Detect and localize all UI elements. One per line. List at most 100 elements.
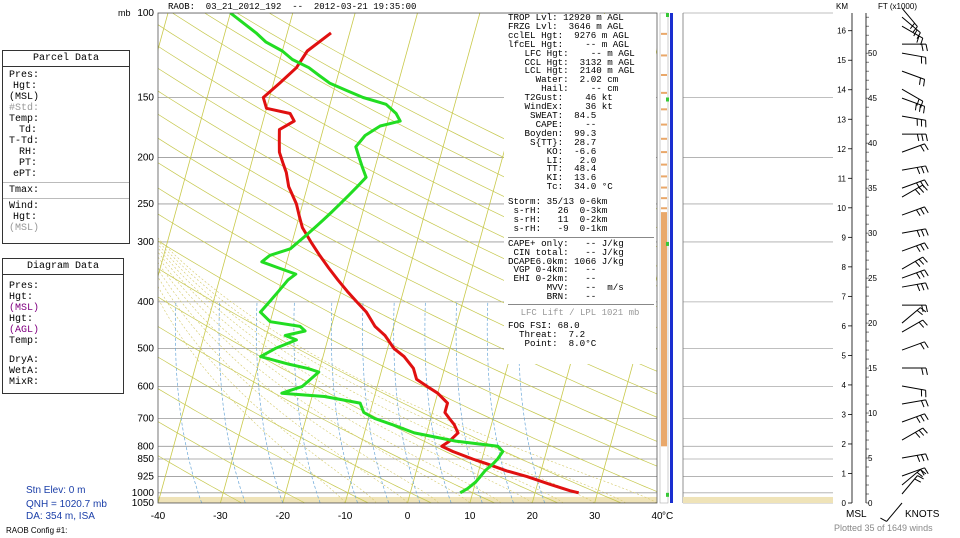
temperature-tick-label: -30	[213, 511, 228, 522]
diagram-data-row: Hgt:	[9, 314, 34, 325]
diagram-data-row: (MSL)	[9, 303, 40, 314]
index-line: cclEL Hgt: 9276 m AGL	[508, 29, 630, 41]
parcel-data-panel: Parcel Data Pres: Hgt: (MSL) #Std: Temp: Td: T…	[2, 50, 130, 244]
ft-tick-label: 30	[868, 229, 877, 238]
isotherm-line	[594, 274, 657, 503]
wind-barb-flag	[918, 77, 921, 85]
knots-label: KNOTS	[905, 509, 940, 520]
wind-barb-flag	[920, 229, 925, 237]
wind-barb	[902, 133, 928, 142]
wind-barb	[901, 88, 924, 108]
pressure-tick-label: 700	[137, 414, 154, 425]
temperature-tick-label: 40	[651, 511, 663, 522]
parcel-data-title: Parcel Data	[3, 51, 129, 67]
wind-barb-flag	[920, 166, 925, 174]
wind-barb	[901, 143, 929, 153]
dry-adiabat	[158, 45, 657, 307]
wind-barb-flag	[920, 454, 925, 462]
parcel-data-row: PT:	[18, 158, 37, 169]
wind-barb-flag	[925, 134, 928, 142]
parcel-divider	[3, 182, 129, 183]
ft-tick-label: 15	[868, 364, 877, 373]
indices-group-storm: Storm: 35/13 0-6km s-rH: 26 0-3km s-rH: …	[504, 197, 656, 234]
wind-barb-flag	[916, 98, 920, 106]
wind-barb-flag	[909, 22, 916, 30]
cloud-strip-tick	[661, 163, 667, 166]
wind-barb-flag	[920, 181, 925, 188]
temperature-tick-label: 10	[464, 511, 476, 522]
wind-barb-staff	[901, 242, 925, 252]
moisture-strip	[670, 13, 673, 503]
diagram-data-row: Pres:	[9, 281, 40, 292]
wind-barb	[901, 385, 927, 398]
wind-barb-flag	[914, 103, 917, 111]
wind-barb-flag	[921, 44, 924, 52]
wind-barb-flag	[916, 272, 921, 280]
wind-barb	[901, 179, 929, 190]
wind-barb-flag	[918, 321, 925, 328]
wind-barb-staff	[901, 341, 925, 351]
dry-adiabat	[158, 90, 657, 350]
diagram-data-title: Diagram Data	[3, 259, 123, 275]
wind-barb-flag	[923, 106, 926, 114]
dry-adiabat	[158, 113, 657, 372]
wind-barb-flag	[880, 517, 887, 522]
wind-barb-flag	[921, 304, 924, 313]
cloud-strip-tick	[661, 54, 667, 57]
wind-barb-flag	[916, 134, 920, 142]
diagram-data-row: (AGL)	[9, 325, 40, 336]
mixing-ratio-line	[218, 301, 246, 503]
temperature-tick-label: 20	[527, 511, 539, 522]
index-line: S{TT}: 28.7	[508, 136, 597, 148]
wind-barb-staff	[901, 115, 926, 121]
dry-adiabat	[158, 421, 306, 503]
station-density-altitude: DA: 354 m, ISA	[26, 511, 95, 522]
wind-barb-flag	[916, 455, 921, 463]
indices-group-fog: FOG FSI: 68.0 Threat: 7.2 Point: 8.0°C	[504, 321, 656, 349]
cloud-strip-tick	[661, 186, 667, 189]
surface-band	[158, 496, 657, 503]
index-line: TT: 48.4	[508, 163, 597, 175]
km-tick-label: 14	[837, 86, 846, 95]
wind-barb-staff	[901, 413, 925, 423]
isotherm-line	[158, 13, 294, 503]
wind-barb-flag	[916, 35, 920, 43]
wind-barb-flag	[925, 399, 929, 407]
dry-adiabat	[158, 67, 657, 328]
wind-barb	[901, 70, 926, 87]
temperature-tick-label: -10	[338, 511, 353, 522]
isotherm-line	[158, 13, 231, 278]
wind-barb-flag	[914, 189, 921, 195]
wind-barb-flag	[914, 432, 921, 438]
side-surface-band	[683, 496, 833, 503]
dry-adiabat	[158, 213, 657, 467]
index-line: SWEAT: 84.5	[508, 109, 597, 121]
ft-tick-label: 50	[868, 49, 877, 58]
dewpoint-profile	[229, 13, 505, 495]
wind-barb-staff	[901, 467, 925, 477]
pressure-tick-label: 500	[137, 343, 154, 354]
wind-barb	[901, 206, 929, 217]
km-tick-label: 6	[842, 322, 847, 331]
wind-barb-staff	[901, 179, 925, 189]
wind-barb-flag	[912, 26, 918, 33]
wind-barb-flag	[925, 282, 929, 290]
temperature-tick-label: -20	[276, 511, 291, 522]
wind-barb-staff	[901, 70, 925, 80]
km-tick-label: 15	[837, 56, 846, 65]
wind-barb	[901, 7, 918, 33]
moist-adiabat	[158, 240, 626, 503]
wind-barb	[901, 427, 928, 441]
wind-barb	[901, 467, 929, 477]
parcel-data-row: #Std:	[9, 103, 40, 114]
wind-data-row: Wind:	[9, 201, 40, 212]
parcel-data-row: ePT:	[12, 169, 37, 180]
mixing-ratio-line	[362, 301, 390, 503]
index-line: KO: -6.6	[508, 145, 597, 157]
msl-label: MSL	[846, 509, 867, 520]
dry-adiabat	[158, 296, 559, 503]
parcel-data-rows: Pres: Hgt: (MSL) #Std: Temp: Td: T-Td: RH: PT: eP…	[3, 67, 129, 180]
wind-barb-flag	[916, 209, 921, 217]
pressure-tick-label: 250	[137, 199, 154, 210]
